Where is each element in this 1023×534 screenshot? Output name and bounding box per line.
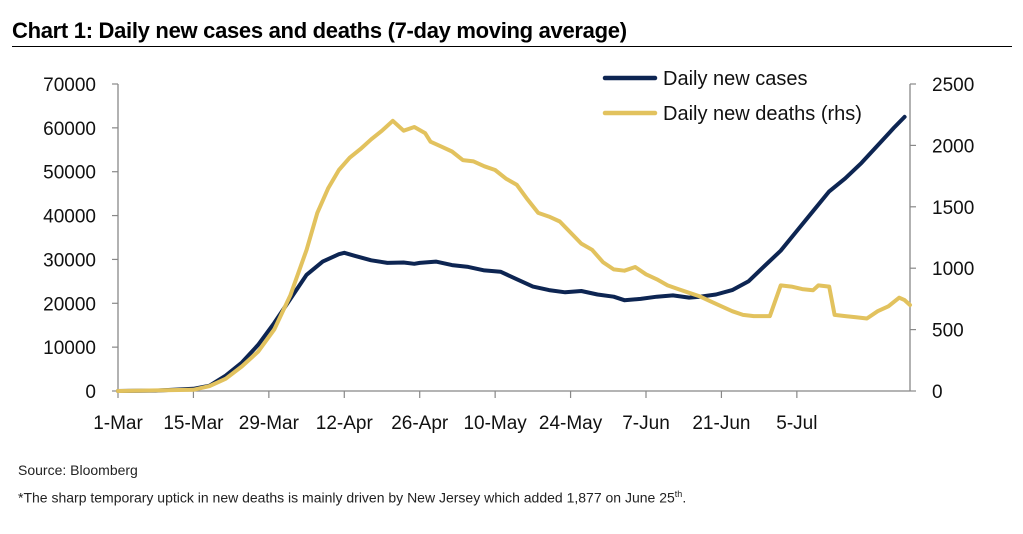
axes: 0 10000 20000 30000 40000 50000 60000 70000 0 500… bbox=[43, 75, 974, 434]
x-tick-label: 12-Apr bbox=[316, 413, 374, 434]
chart-svg: 0 10000 20000 30000 40000 50000 60000 70000 0 500… bbox=[43, 68, 974, 434]
right-y-tick-label: 1000 bbox=[932, 259, 974, 280]
right-y-tick-label: 0 bbox=[932, 382, 943, 403]
x-tick-label: 21-Jun bbox=[692, 413, 750, 434]
left-y-tick-label: 20000 bbox=[43, 294, 96, 315]
title-underline bbox=[12, 46, 1012, 47]
left-y-tick-label: 70000 bbox=[43, 75, 96, 96]
footnote-end: . bbox=[682, 489, 687, 506]
footnote-superscript: th bbox=[674, 489, 683, 499]
legend-label: Daily new cases bbox=[663, 68, 808, 90]
left-y-tick-label: 50000 bbox=[43, 163, 96, 184]
left-y-tick-label: 40000 bbox=[43, 207, 96, 228]
left-y-tick-label: 10000 bbox=[43, 338, 96, 359]
x-tick-label: 29-Mar bbox=[239, 413, 300, 434]
x-tick-label: 1-Mar bbox=[93, 413, 143, 434]
x-tick-label: 15-Mar bbox=[163, 413, 224, 434]
chart-title: Chart 1: Daily new cases and deaths (7-d… bbox=[12, 18, 627, 43]
x-tick-label: 10-May bbox=[463, 413, 527, 434]
right-y-tick-label: 1500 bbox=[932, 198, 974, 219]
left-y-tick-label: 60000 bbox=[43, 119, 96, 140]
series-layer bbox=[116, 114, 912, 393]
footnote-text: *The sharp temporary uptick in new death… bbox=[18, 489, 675, 506]
right-y-tick-label: 2500 bbox=[932, 75, 974, 96]
x-tick-label: 5-Jul bbox=[776, 413, 817, 434]
x-tick-label: 26-Apr bbox=[391, 413, 449, 434]
right-y-tick-label: 500 bbox=[932, 321, 964, 342]
x-tick-label: 24-May bbox=[539, 413, 603, 434]
series-line-daily-new-cases bbox=[116, 114, 907, 393]
footnote: *The sharp temporary uptick in new death… bbox=[18, 489, 686, 506]
series-line-daily-new-deaths bbox=[116, 118, 912, 393]
left-y-tick-label: 0 bbox=[85, 382, 96, 403]
legend: Daily new cases Daily new deaths (rhs) bbox=[602, 68, 862, 125]
x-tick-label: 7-Jun bbox=[622, 413, 670, 434]
right-y-tick-label: 2000 bbox=[932, 136, 974, 157]
legend-label: Daily new deaths (rhs) bbox=[663, 103, 862, 125]
source-note: Source: Bloomberg bbox=[18, 462, 138, 478]
left-y-tick-label: 30000 bbox=[43, 250, 96, 271]
